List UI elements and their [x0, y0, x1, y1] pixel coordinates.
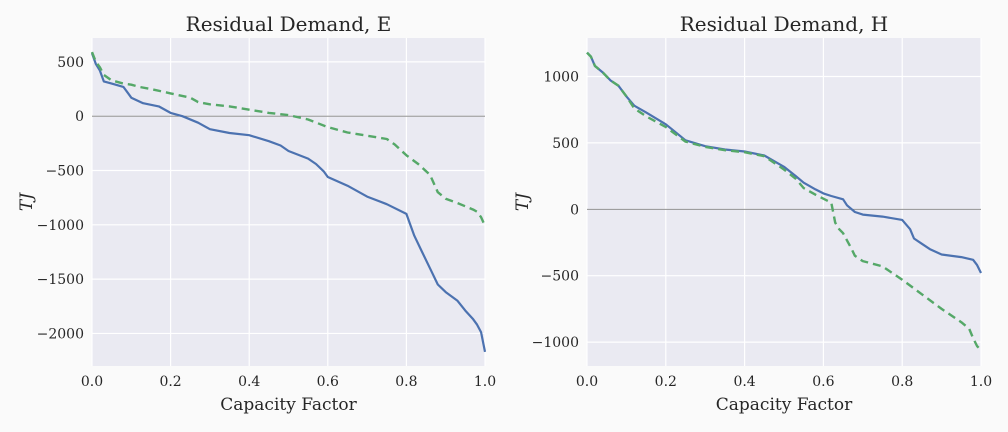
x-tick-label: 0.2 [655, 374, 677, 390]
y-tick-label: 500 [57, 55, 84, 71]
chart-title-h: Residual Demand, H [680, 12, 889, 36]
plot-area-e [92, 38, 485, 366]
series-group-h [586, 51, 982, 351]
y-tick-label: 1000 [543, 70, 579, 86]
y-tick-label: −1000 [532, 335, 579, 351]
y-tick-label: 0 [75, 109, 84, 125]
x-tick-label: 1.0 [474, 374, 496, 390]
series-group-e [90, 51, 487, 353]
y-tick-label: 500 [552, 136, 579, 152]
gridlines-e [91, 38, 486, 366]
x-ticks-e: 0.0 0.2 0.4 0.6 0.8 1.0 [81, 374, 496, 390]
x-tick-label: 0.0 [81, 374, 103, 390]
series-line-e-1 [90, 52, 487, 353]
x-tick-label: 0.8 [395, 374, 417, 390]
x-tick-label: 0.8 [891, 374, 913, 390]
x-tick-label: 0.4 [733, 374, 755, 390]
x-axis-label-e: Capacity Factor [220, 395, 357, 415]
x-tick-label: 0.4 [238, 374, 260, 390]
y-tick-label: −500 [541, 269, 579, 285]
x-ticks-h: 0.0 0.2 0.4 0.6 0.8 1.0 [576, 374, 992, 390]
y-tick-label: −1000 [37, 218, 84, 234]
y-axis-label-e: TJ [17, 192, 37, 211]
y-tick-label: −2000 [37, 326, 84, 342]
x-tick-label: 0.0 [576, 374, 598, 390]
y-tick-label: 0 [570, 202, 579, 218]
chart-h: 0.0 0.2 0.4 0.6 0.8 1.0 1000 500 0 −500 −1000 Res… [513, 12, 992, 415]
y-axis-label-h: TJ [513, 192, 533, 211]
y-tick-label: −500 [46, 164, 84, 180]
x-tick-label: 0.6 [812, 374, 834, 390]
y-ticks-e: 500 0 −500 −1000 −1500 −2000 [37, 55, 84, 343]
chart-e: 0.0 0.2 0.4 0.6 0.8 1.0 500 0 −500 −1000 −1500 −20… [17, 12, 496, 415]
x-tick-label: 0.2 [159, 374, 181, 390]
x-tick-label: 0.6 [317, 374, 339, 390]
y-tick-label: −1500 [37, 272, 84, 288]
series-line-e-2 [90, 51, 487, 227]
plot-area-h [587, 38, 981, 366]
x-tick-label: 1.0 [970, 374, 992, 390]
series-line-h-2 [586, 51, 982, 351]
x-axis-label-h: Capacity Factor [716, 395, 853, 415]
y-ticks-h: 1000 500 0 −500 −1000 [532, 70, 579, 352]
chart-title-e: Residual Demand, E [186, 12, 392, 36]
